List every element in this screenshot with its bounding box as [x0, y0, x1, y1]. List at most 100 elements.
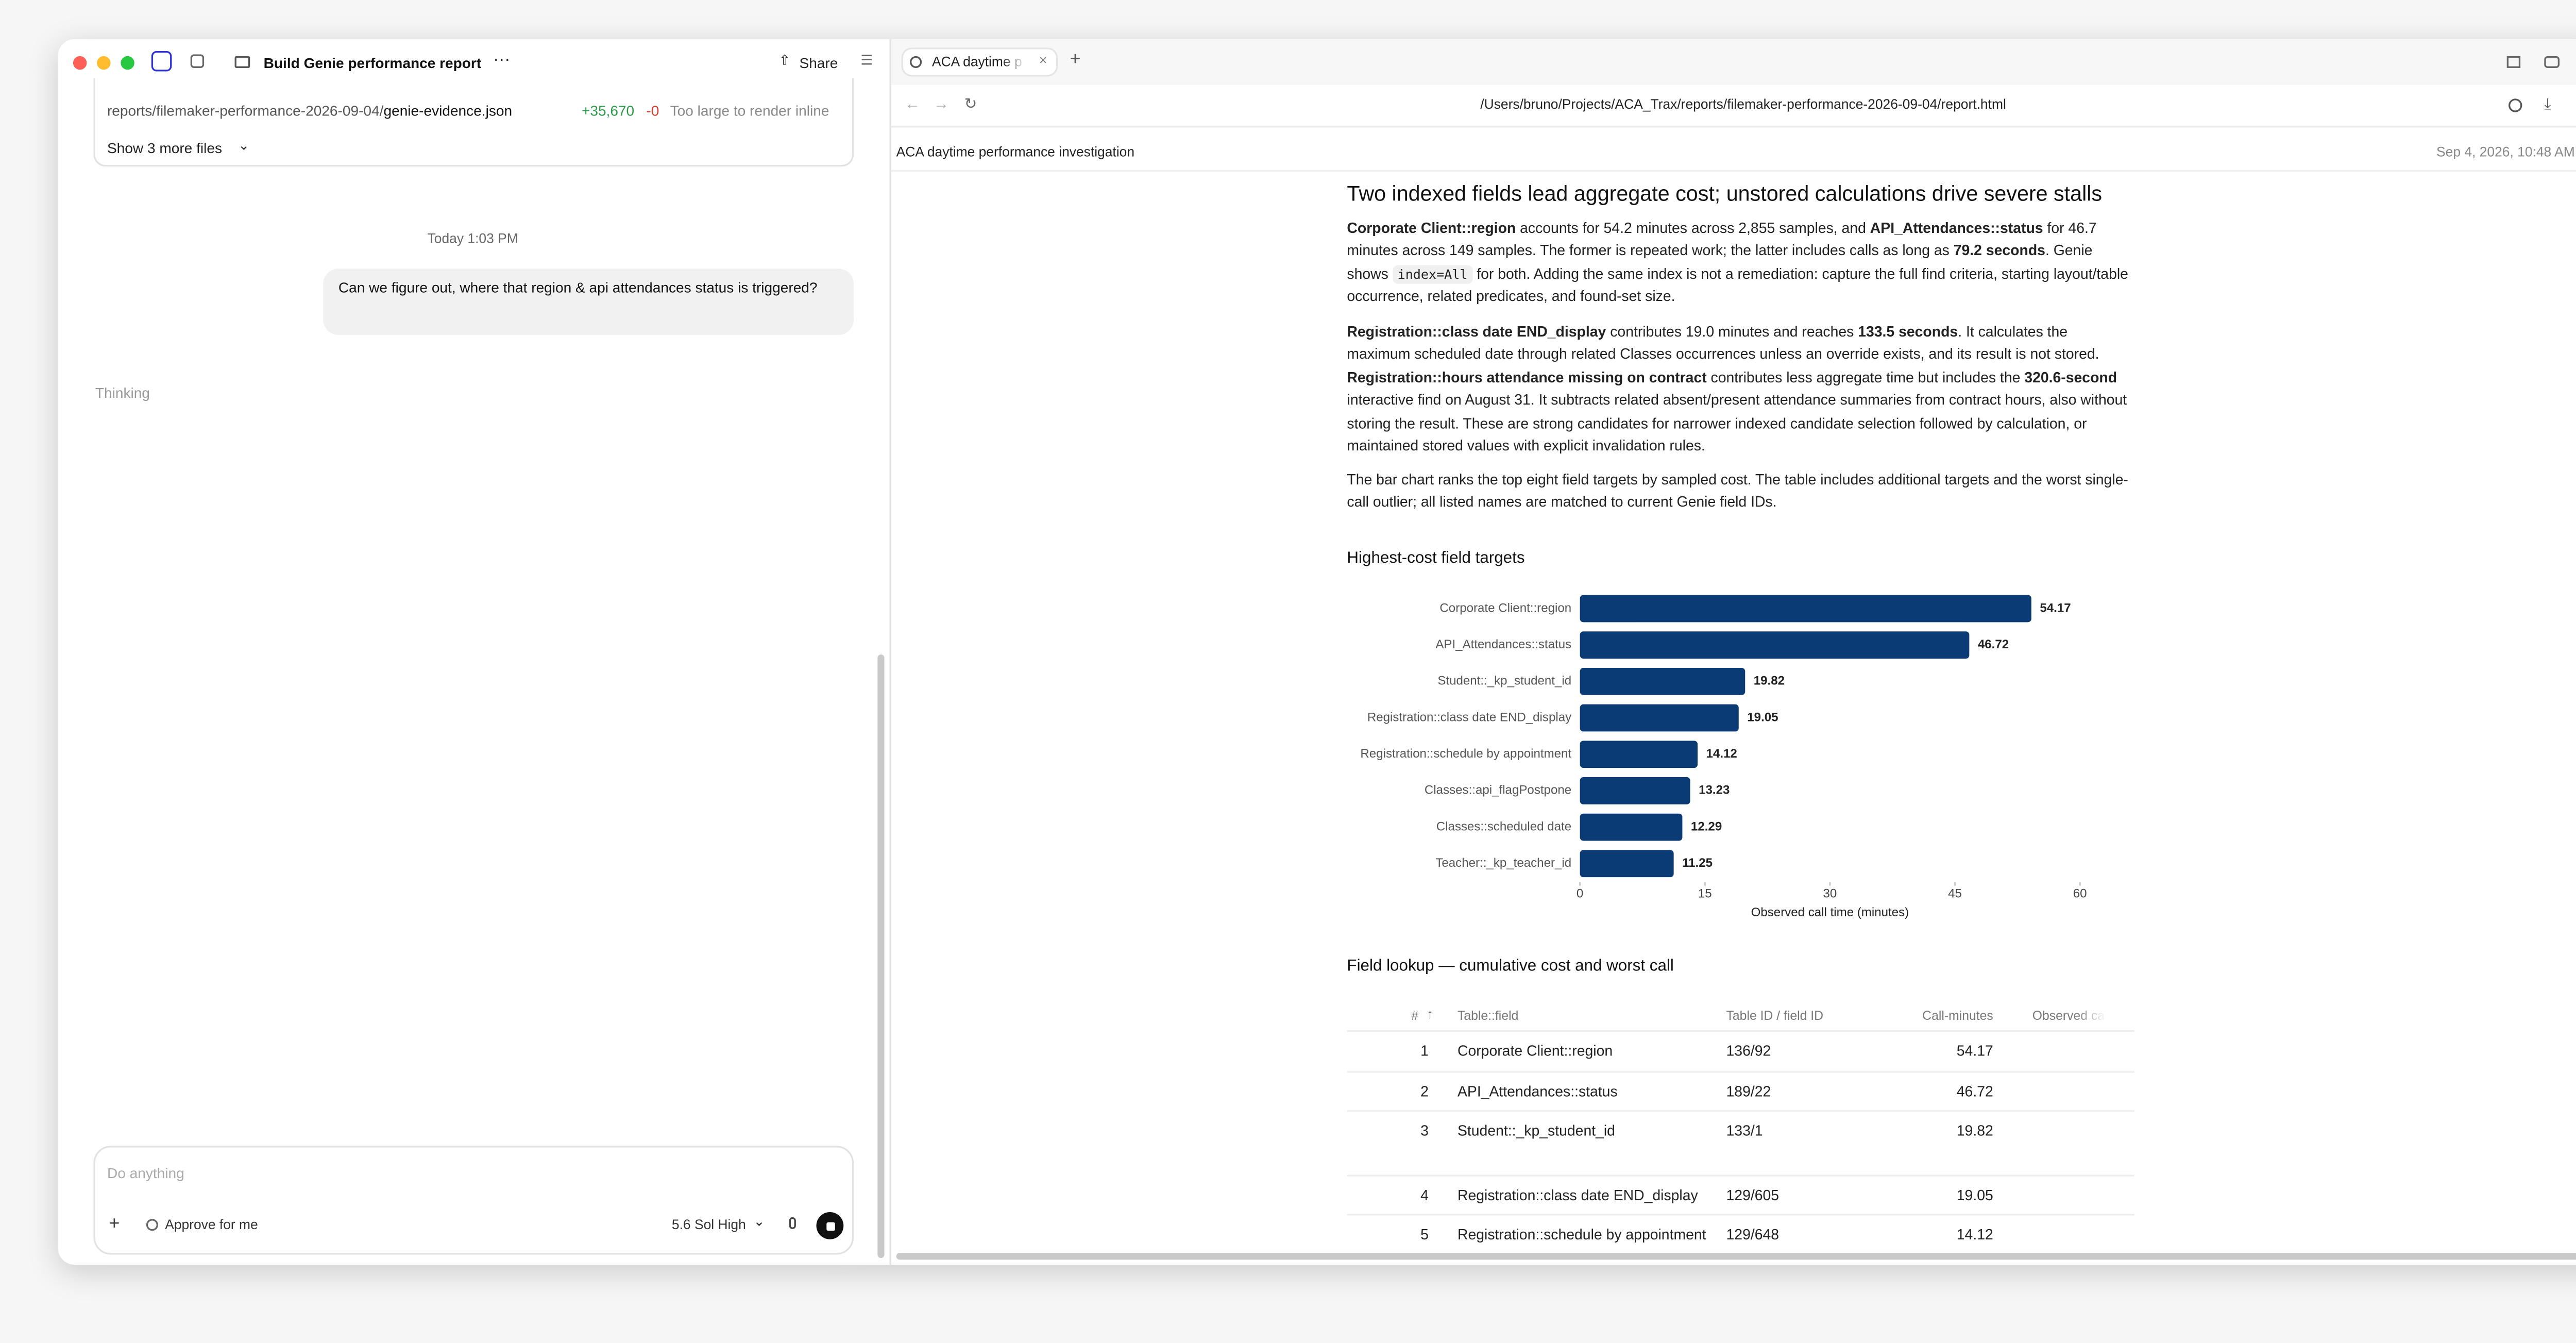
table-cell: Registration::schedule by appointment — [1457, 1226, 1706, 1243]
table-cell: Student::_kp_student_id — [1457, 1122, 1615, 1139]
bold-text: Registration::class date END_display — [1347, 323, 1606, 340]
value-label: 46.72 — [1978, 637, 2009, 651]
stop-button[interactable] — [816, 1212, 844, 1239]
category-label: Registration::schedule by appointment — [1360, 747, 1571, 761]
bar — [1580, 741, 1698, 768]
text-run: for both. Adding the same index is not a… — [1347, 264, 2128, 305]
download-icon[interactable]: ⤓ — [2544, 95, 2551, 112]
table-cell: 129/605 — [1726, 1186, 1780, 1204]
page-title: ACA daytime performance investigation — [896, 144, 1135, 160]
table-cell: 19.82 — [1956, 1122, 1993, 1139]
more-files[interactable]: Show 3 more files — [107, 139, 222, 157]
report-heading: Two indexed fields lead aggregate cost; … — [1347, 181, 2103, 206]
page-date: Sep 4, 2026, 10:48 AM — [2436, 144, 2575, 160]
table-cell: API_Attendances::status — [1457, 1083, 1618, 1100]
value-label: 54.17 — [2040, 601, 2071, 615]
text-run: contributes 19.0 minutes and reaches — [1606, 323, 1858, 340]
sidebar-toggle[interactable] — [151, 51, 172, 72]
value-label: 19.82 — [1754, 674, 1785, 688]
stop-icon — [825, 1221, 835, 1230]
category-label: Classes::scheduled date — [1436, 819, 1571, 833]
expand-icon[interactable] — [2506, 56, 2521, 68]
paragraph: The bar chart ranks the top eight field … — [1347, 469, 2134, 514]
row-divider — [1347, 1174, 2134, 1177]
bar — [1580, 777, 1690, 804]
back-button[interactable]: ← — [905, 95, 920, 112]
value-label: 12.29 — [1691, 819, 1722, 833]
table-cell: 54.17 — [1956, 1042, 1993, 1060]
new-chat-icon[interactable] — [190, 54, 205, 68]
window — [58, 39, 2576, 1265]
paragraph: Registration::class date END_display con… — [1347, 321, 2134, 458]
x-tick-label: 0 — [1577, 886, 1583, 900]
approve-toggle[interactable]: Approve for me — [165, 1217, 258, 1233]
forward-button[interactable]: → — [934, 95, 949, 112]
bar — [1580, 704, 1739, 732]
column-header: Table::field — [1457, 1008, 1519, 1023]
category-label: Registration::class date END_display — [1367, 710, 1571, 724]
x-axis-label: Observed call time (minutes) — [1751, 905, 1909, 919]
table-cell: 4 — [1420, 1186, 1429, 1204]
value-label: 13.23 — [1699, 783, 1730, 797]
bold-text: Corporate Client::region — [1347, 219, 1516, 237]
file-name: genie-evidence.json — [383, 102, 513, 119]
tab[interactable] — [901, 47, 1058, 77]
attach-button[interactable]: + — [109, 1214, 120, 1234]
file-row: reports/filemaker-performance-2026-09-04… — [107, 102, 512, 119]
header-border — [891, 170, 2576, 172]
table-cell: 189/22 — [1726, 1083, 1771, 1100]
table-cell: Corporate Client::region — [1457, 1042, 1613, 1060]
row-divider — [1347, 1030, 2134, 1032]
bar — [1580, 595, 2031, 623]
text-run: . It calculates the maximum scheduled da… — [1347, 323, 2099, 363]
panel-icon[interactable] — [2544, 56, 2560, 68]
close-button[interactable] — [73, 56, 87, 70]
divider — [889, 39, 891, 1265]
bold-text: 79.2 seconds — [1953, 242, 2045, 259]
approve-icon — [146, 1219, 158, 1231]
value-label: 11.25 — [1682, 856, 1713, 870]
paragraph: Corporate Client::region accounts for 54… — [1347, 217, 2134, 309]
new-tab[interactable]: + — [1070, 49, 1081, 70]
address-bar[interactable]: /Users/bruno/Projects/ACA_Trax/reports/f… — [1480, 97, 2006, 112]
horizontal-scrollbar[interactable] — [896, 1253, 2576, 1260]
more-button[interactable]: ··· — [493, 51, 511, 70]
category-label: Student::_kp_student_id — [1437, 674, 1571, 688]
value-label: 14.12 — [1706, 747, 1737, 761]
scrollbar[interactable] — [877, 654, 885, 1258]
bookmark-icon[interactable] — [2509, 98, 2522, 112]
file-card — [93, 78, 854, 167]
composer-input[interactable]: Do anything — [107, 1164, 184, 1182]
share-icon[interactable]: ⇧ — [778, 53, 790, 68]
timestamp: Today 1:03 PM — [427, 231, 518, 247]
tab-close[interactable]: × — [1039, 53, 1047, 68]
column-header: Table ID / field ID — [1726, 1008, 1824, 1023]
minimize-button[interactable] — [97, 56, 111, 70]
lines-added: +35,670 — [581, 102, 635, 119]
table-title: Field lookup — cumulative cost and worst… — [1347, 957, 1674, 976]
file-note: Too large to render inline — [670, 102, 829, 119]
x-tick-label: 30 — [1823, 886, 1837, 900]
text-run: accounts for 54.2 minutes across 2,855 s… — [1516, 219, 1870, 237]
bold-text: 320.6-second — [2024, 368, 2117, 386]
text-run: . Genie shows — [1347, 242, 2093, 282]
table-cell: 136/92 — [1726, 1042, 1771, 1060]
composer[interactable] — [93, 1146, 854, 1255]
share-button[interactable]: Share — [799, 54, 838, 72]
sort-arrow: ↑ — [1427, 1006, 1433, 1022]
zoom-button[interactable] — [121, 56, 134, 70]
category-label: API_Attendances::status — [1435, 637, 1571, 651]
text-run: interactive find on August 31. It subtra… — [1347, 391, 2127, 454]
row-divider — [1347, 1214, 2134, 1216]
value-label: 19.05 — [1747, 710, 1778, 724]
row-divider — [1347, 1071, 2134, 1073]
table-cell: 14.12 — [1956, 1226, 1993, 1243]
text-run: contributes less aggregate time but incl… — [1706, 368, 2025, 386]
column-header: # — [1411, 1008, 1419, 1023]
reload-button[interactable]: ↻ — [964, 95, 977, 112]
chevron: ⌄ — [238, 138, 250, 153]
category-label: Teacher::_kp_teacher_id — [1435, 856, 1571, 870]
tasks-icon[interactable]: ☰ — [860, 53, 873, 68]
model-picker[interactable]: 5.6 Sol High — [671, 1217, 746, 1233]
mic-button[interactable] — [789, 1217, 796, 1229]
